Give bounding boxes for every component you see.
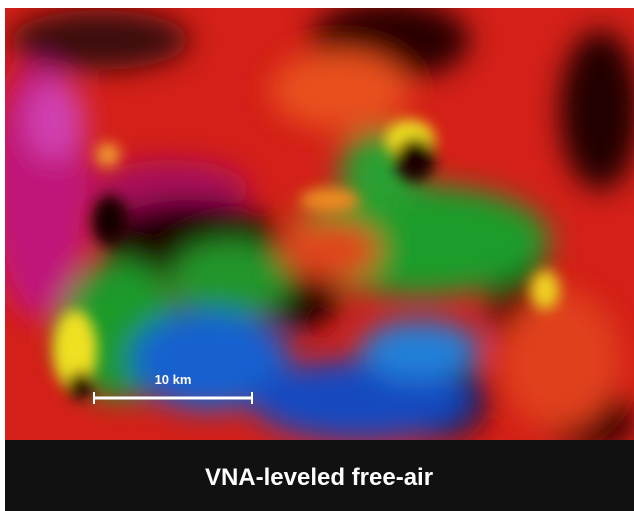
scale-label: 10 km (155, 372, 192, 387)
gravity-map (0, 0, 634, 450)
caption: VNA-leveled free-air (205, 464, 433, 491)
page: {"map": {"scale_label": "10 km", "captio… (0, 0, 634, 511)
figure: 10 km VNA-leveled free-air (0, 0, 634, 511)
